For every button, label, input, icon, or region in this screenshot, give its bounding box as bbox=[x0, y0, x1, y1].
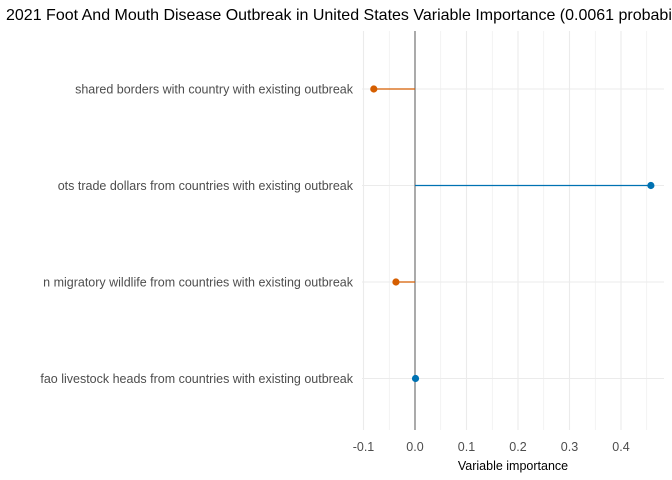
lollipop-point bbox=[647, 181, 655, 190]
x-tick-label: -0.1 bbox=[353, 440, 375, 454]
x-tick-label: 0.0 bbox=[406, 440, 423, 454]
category-label: n migratory wildlife from countries with… bbox=[43, 276, 354, 290]
grid bbox=[362, 31, 664, 430]
x-tick-label: 0.3 bbox=[561, 440, 578, 454]
x-axis-title: Variable importance bbox=[458, 459, 568, 473]
lollipop-point bbox=[411, 374, 420, 383]
x-tick-label: 0.1 bbox=[458, 440, 475, 454]
category-label: fao livestock heads from countries with … bbox=[40, 372, 353, 386]
x-tick-label: 0.4 bbox=[612, 440, 629, 454]
category-labels: shared borders with country with existin… bbox=[40, 83, 353, 387]
lollipop-point bbox=[392, 278, 400, 286]
lollipop-point bbox=[370, 85, 378, 93]
category-label: ots trade dollars from countries with ex… bbox=[58, 179, 354, 193]
lollipop-marks bbox=[370, 85, 655, 383]
chart-title: 2021 Foot And Mouth Disease Outbreak in … bbox=[6, 7, 672, 24]
x-tick-label: 0.2 bbox=[509, 440, 526, 454]
category-label: shared borders with country with existin… bbox=[75, 83, 354, 97]
x-axis-ticks: -0.1 0.0 0.1 0.2 0.3 0.4 bbox=[353, 440, 630, 454]
